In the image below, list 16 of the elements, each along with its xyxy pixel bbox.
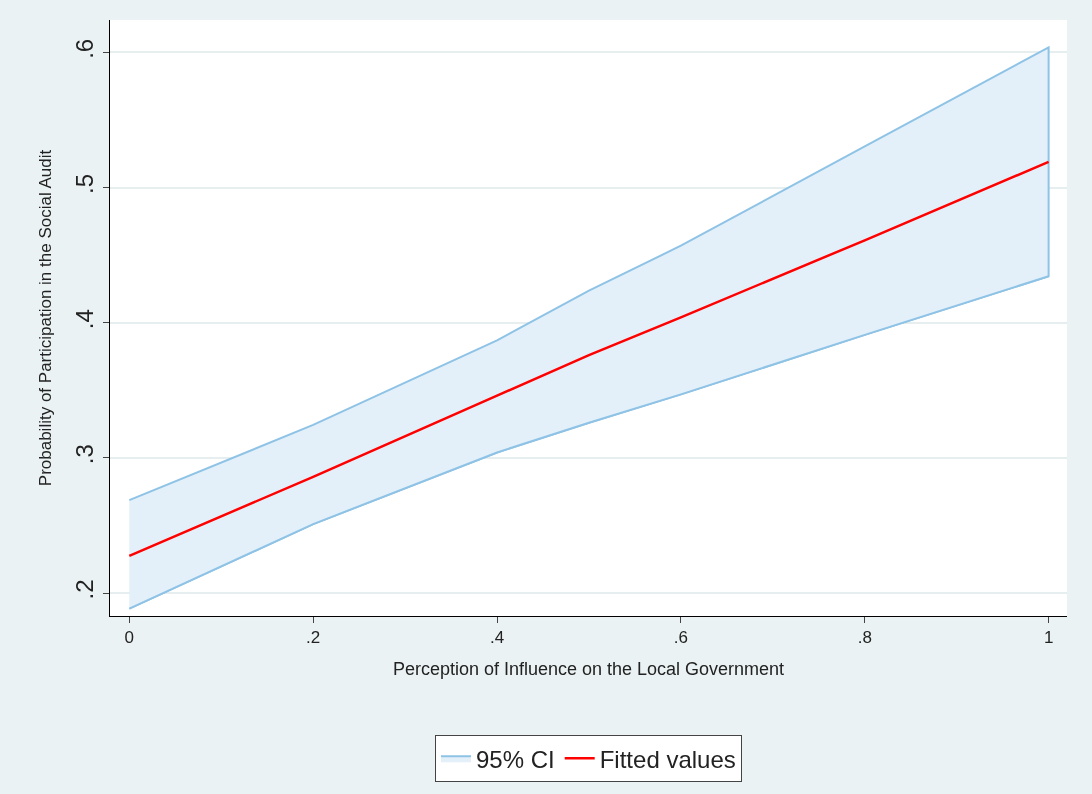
y-tick-label: .5 — [71, 173, 99, 194]
x-tick-label: .6 — [673, 628, 688, 648]
legend-label: 95% CI — [476, 745, 555, 773]
x-tick-label: 1 — [1043, 628, 1054, 648]
y-tick-label: .2 — [71, 579, 99, 600]
line-series — [128, 160, 1050, 558]
x-tick-label: .4 — [489, 628, 505, 648]
y-tick-label: .4 — [71, 309, 99, 330]
y-axis-title: Probability of Participation in the Social Audit — [35, 149, 55, 487]
y-tick-label: .6 — [71, 38, 99, 59]
y-tick-label: .3 — [71, 444, 99, 465]
x-tick-label: 0 — [124, 628, 135, 648]
legend-label: Fitted values — [599, 745, 736, 773]
x-axis-title: Perception of Influence on the Local Government — [392, 658, 785, 679]
x-tick-label: .2 — [306, 628, 321, 648]
x-tick-label: .8 — [857, 628, 872, 648]
